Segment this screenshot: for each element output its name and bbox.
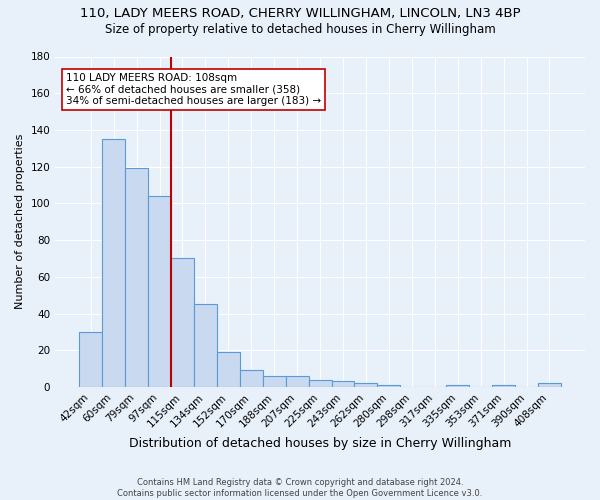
Bar [355,384,377,387]
Bar [263,376,286,387]
Bar [332,382,355,387]
Bar [125,168,148,387]
Y-axis label: Number of detached properties: Number of detached properties [15,134,25,310]
Bar [217,352,240,387]
Bar [102,139,125,387]
Bar [194,304,217,387]
Bar [171,258,194,387]
Text: 110 LADY MEERS ROAD: 108sqm
← 66% of detached houses are smaller (358)
34% of se: 110 LADY MEERS ROAD: 108sqm ← 66% of det… [66,73,321,106]
Bar [240,370,263,387]
Bar [308,380,332,387]
Bar [148,196,171,387]
Bar [538,384,561,387]
Text: 110, LADY MEERS ROAD, CHERRY WILLINGHAM, LINCOLN, LN3 4BP: 110, LADY MEERS ROAD, CHERRY WILLINGHAM,… [80,8,520,20]
Bar [286,376,308,387]
Bar [446,385,469,387]
X-axis label: Distribution of detached houses by size in Cherry Willingham: Distribution of detached houses by size … [129,437,511,450]
Bar [377,385,400,387]
Bar [492,385,515,387]
Text: Contains HM Land Registry data © Crown copyright and database right 2024.
Contai: Contains HM Land Registry data © Crown c… [118,478,482,498]
Bar [79,332,102,387]
Text: Size of property relative to detached houses in Cherry Willingham: Size of property relative to detached ho… [104,22,496,36]
